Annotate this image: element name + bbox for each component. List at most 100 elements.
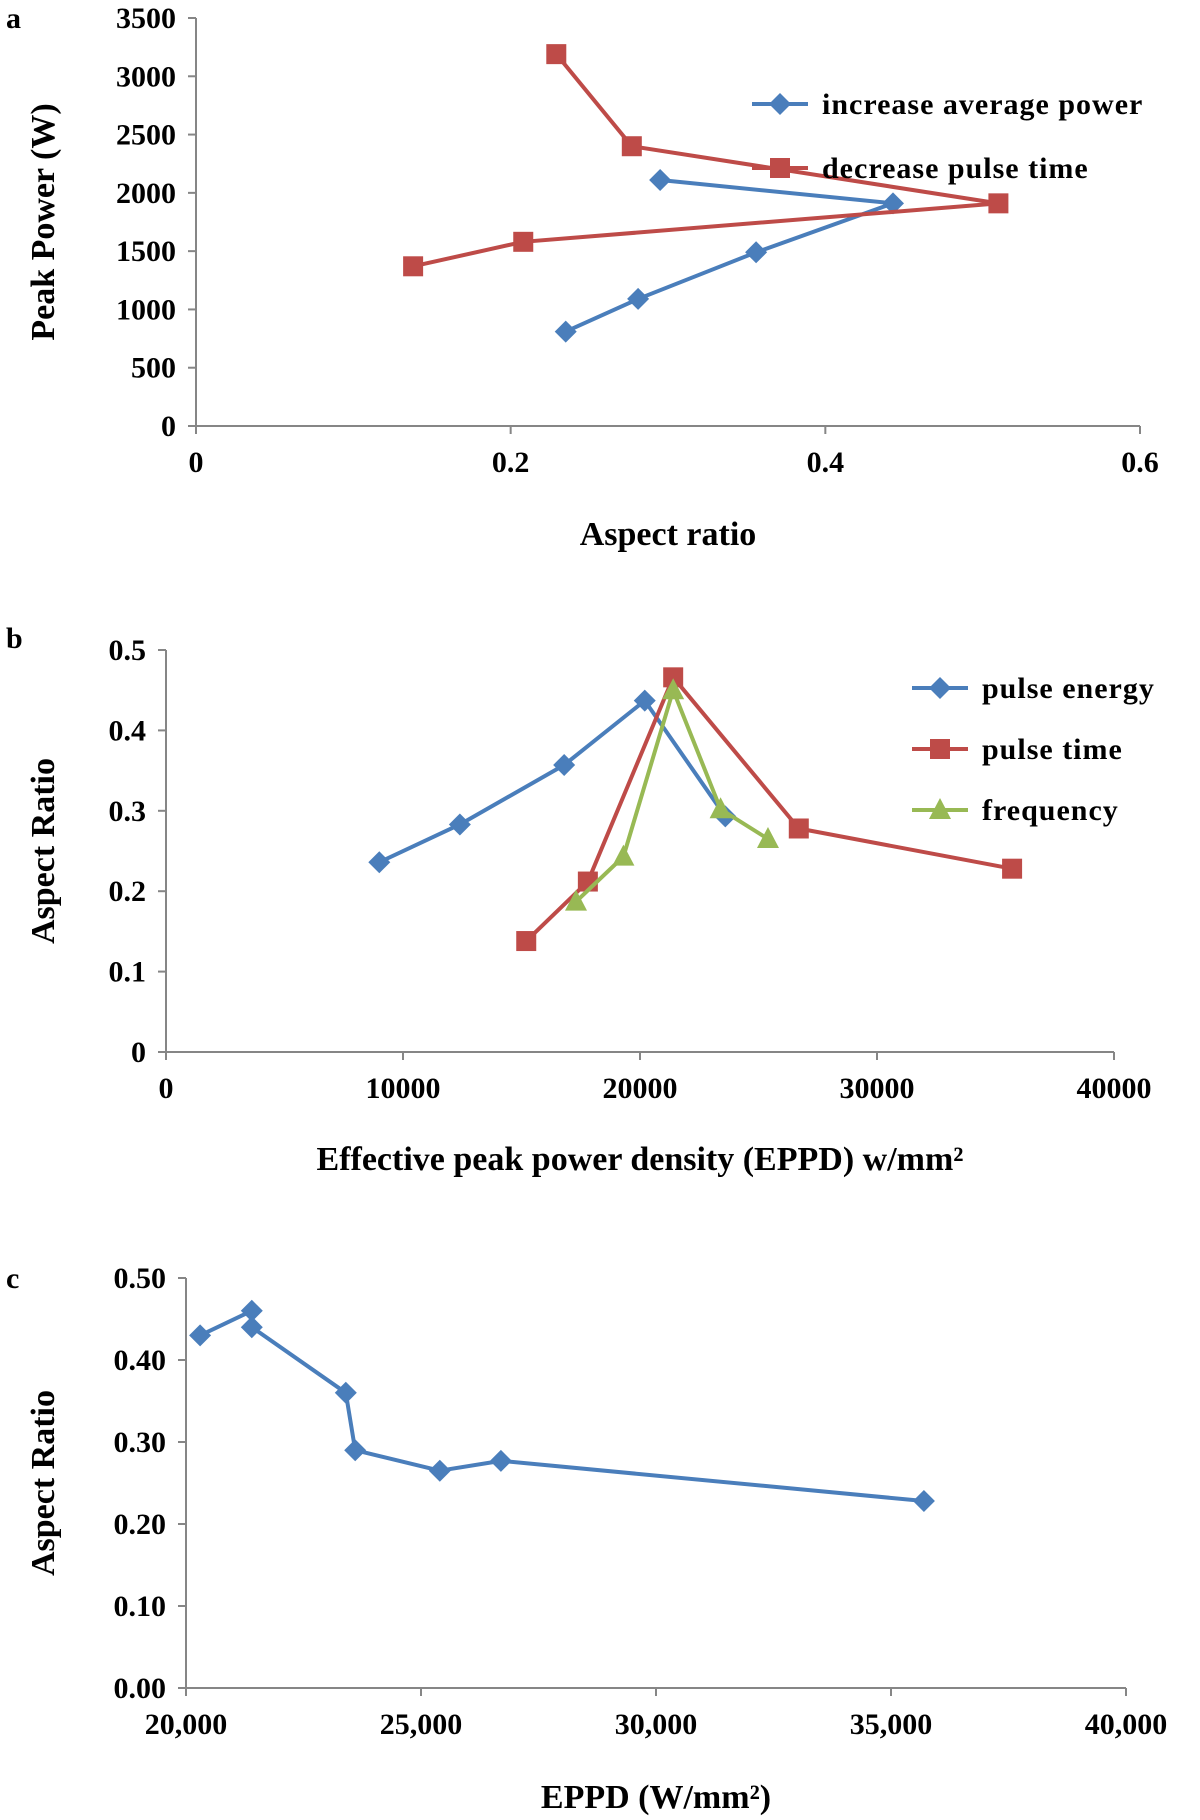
chart-panel-b: b 0 0.1 0.2 0.3 0.4 0.5 0 10000 20000 30000 40000 E… (0, 620, 1200, 1180)
x-tick-label: 40,000 (1085, 1708, 1168, 1741)
x-axis-title: EPPD (W/mm²) (541, 1779, 771, 1816)
y-tick-label: 0.20 (114, 1508, 167, 1541)
data-point (546, 44, 567, 65)
legend-marker (929, 677, 951, 699)
data-point (745, 241, 768, 264)
chart-panel-c: c 0.00 0.10 0.20 0.30 0.40 0.50 20,000 25,000 30… (0, 1260, 1200, 1820)
data-point (662, 678, 685, 700)
y-tick-label: 0.3 (109, 795, 147, 828)
data-point (649, 169, 672, 192)
y-tick-label: 2500 (116, 119, 176, 152)
legend-entry: pulse time (982, 733, 1123, 766)
y-tick-label: 3500 (116, 2, 176, 35)
data-point (240, 1299, 263, 1322)
y-tick-label: 0.10 (114, 1590, 167, 1623)
y-tick-label: 0.5 (109, 634, 147, 667)
legend-entry: pulse energy (982, 672, 1155, 705)
y-tick-label: 0.4 (109, 714, 147, 747)
data-point (489, 1449, 512, 1472)
data-point (428, 1459, 451, 1482)
data-point (516, 931, 537, 952)
legend: increase average power decrease pulse tim… (752, 88, 1143, 185)
series-0 (368, 689, 737, 874)
data-point (709, 797, 732, 819)
y-axis-title: Aspect Ratio (25, 1390, 62, 1576)
x-tick-label: 0.6 (1121, 446, 1159, 479)
y-tick-label: 3000 (116, 60, 176, 93)
y-tick-label: 0.2 (109, 875, 147, 908)
series-line (564, 178, 895, 334)
series-line (199, 1308, 925, 1504)
series-line (378, 698, 727, 865)
y-tick-label: 0 (161, 410, 176, 443)
panel-label-a: a (6, 2, 21, 35)
legend: pulse energy pulse time frequency (912, 672, 1155, 827)
legend-marker (769, 93, 791, 115)
data-point (189, 1324, 212, 1347)
data-point (448, 813, 471, 836)
y-tick-label: 1500 (116, 235, 176, 268)
data-point (988, 193, 1009, 214)
panel-label-c: c (6, 1262, 20, 1295)
legend-marker (929, 798, 951, 819)
y-axis-title: Aspect Ratio (25, 758, 62, 944)
x-tick-label: 0 (159, 1072, 174, 1105)
data-point (344, 1439, 367, 1462)
data-point (788, 818, 809, 839)
x-axis-title: Effective peak power density (EPPD) w/mm… (317, 1141, 964, 1178)
x-tick-label: 20,000 (145, 1708, 228, 1741)
data-point (403, 256, 424, 277)
data-point (565, 889, 588, 911)
data-point (663, 667, 684, 688)
series-line (574, 688, 770, 904)
y-tick-label: 0.00 (114, 1672, 167, 1705)
x-tick-label: 0.4 (807, 446, 845, 479)
data-point (621, 136, 642, 157)
series-1 (403, 44, 1009, 277)
x-tick-label: 0.2 (492, 446, 530, 479)
x-tick-label: 0 (189, 446, 204, 479)
data-point (756, 826, 779, 848)
data-point (1002, 858, 1023, 879)
data-point (368, 851, 391, 874)
x-tick-label: 30,000 (615, 1708, 698, 1741)
x-tick-label: 35,000 (850, 1708, 933, 1741)
data-point (240, 1316, 263, 1339)
y-tick-label: 1000 (116, 293, 176, 326)
data-point (513, 231, 534, 252)
series-0 (554, 169, 904, 343)
chart-panel-a: a 0 500 1000 1500 2000 2500 3000 3500 0 0.2 0.4 0.6… (0, 0, 1200, 560)
x-tick-label: 30000 (840, 1072, 915, 1105)
x-tick-label: 10000 (366, 1072, 441, 1105)
series-0 (189, 1299, 935, 1513)
data-point (553, 753, 576, 776)
panel-label-b: b (6, 622, 23, 655)
y-tick-label: 0 (131, 1036, 146, 1069)
data-point (633, 689, 656, 712)
chart-c-svg: 0.00 0.10 0.20 0.30 0.40 0.50 20,000 25,000 30,0… (25, 1262, 1168, 1816)
y-tick-label: 0.1 (109, 956, 147, 989)
data-point (627, 287, 650, 310)
data-point (554, 320, 577, 343)
data-point (881, 192, 904, 215)
chart-b-svg: 0 0.1 0.2 0.3 0.4 0.5 0 10000 20000 30000 40000 Eff… (25, 634, 1155, 1178)
legend-entry: decrease pulse time (822, 152, 1089, 185)
chart-a-svg: 0 500 1000 1500 2000 2500 3000 3500 0 0.2 0.4 0.6 As… (25, 2, 1159, 553)
y-axis-title: Peak Power (W) (25, 103, 62, 340)
data-point (912, 1490, 935, 1513)
series-2 (565, 678, 779, 911)
y-tick-label: 500 (131, 352, 176, 385)
x-tick-label: 40000 (1077, 1072, 1152, 1105)
data-point (612, 844, 635, 866)
data-point (334, 1381, 357, 1404)
y-tick-label: 0.30 (114, 1426, 167, 1459)
y-tick-label: 0.40 (114, 1344, 167, 1377)
x-tick-label: 25,000 (380, 1708, 463, 1741)
legend-entry: increase average power (822, 88, 1143, 121)
legend-marker (770, 158, 790, 178)
y-tick-label: 2000 (116, 177, 176, 210)
x-axis-title: Aspect ratio (580, 516, 757, 553)
x-tick-label: 20000 (603, 1072, 678, 1105)
legend-entry: frequency (982, 794, 1119, 827)
y-tick-label: 0.50 (114, 1262, 167, 1295)
